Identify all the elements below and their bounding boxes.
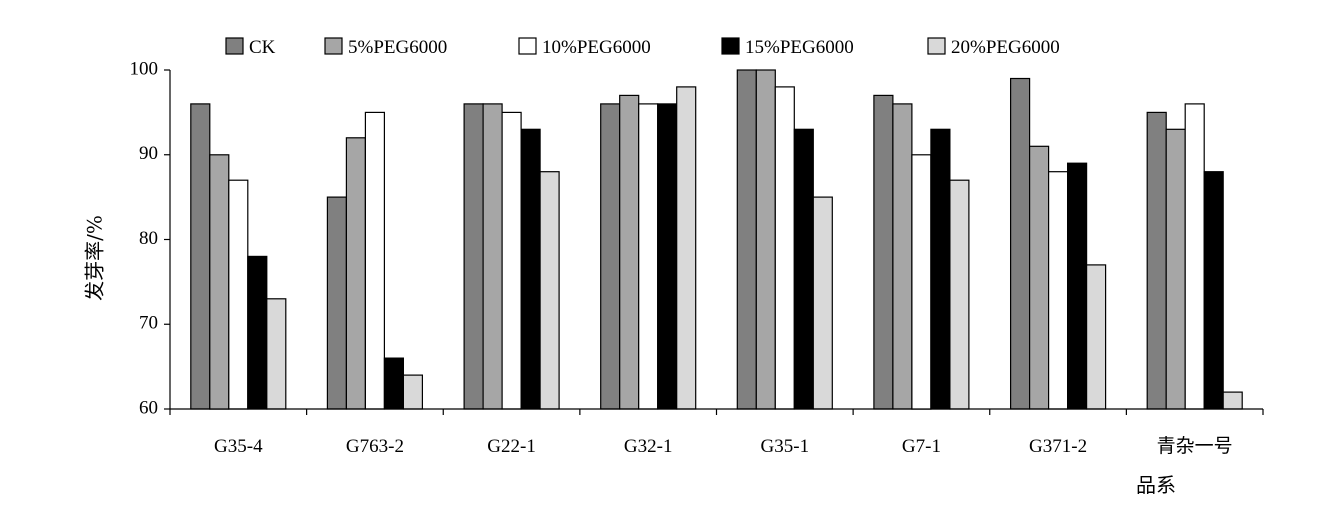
bar-1-4 — [600, 103, 621, 410]
y-tick-label-70: 70 — [139, 313, 158, 334]
x-tick-label: 青杂一号 — [1157, 435, 1233, 457]
x-tick-label: G763-2 — [346, 436, 404, 457]
legend-swatch-1 — [225, 37, 244, 55]
y-ticks: 60 70 80 90 100 — [130, 58, 170, 418]
bar-3-8 — [1184, 103, 1205, 410]
bar-2-2 — [345, 137, 366, 410]
legend-swatch-3 — [518, 37, 537, 55]
bar-1-1 — [190, 103, 211, 410]
legend-label-3: 10%PEG6000 — [542, 37, 651, 58]
bar-2-5 — [755, 69, 776, 410]
bar-3-4 — [638, 103, 659, 410]
y-tick-label-60: 60 — [139, 397, 158, 418]
bar-2-8 — [1165, 128, 1186, 410]
bar-1-7 — [1009, 77, 1031, 410]
y-tick-label-100: 100 — [130, 58, 159, 79]
bar-5-5 — [812, 196, 833, 410]
bar-1-8 — [1146, 111, 1167, 410]
bar-5-1 — [266, 298, 287, 410]
bar-5-8 — [1222, 391, 1243, 410]
bar-4-3 — [520, 128, 541, 410]
bar-5-4 — [676, 86, 697, 410]
bar-4-2 — [383, 357, 404, 410]
x-tick-label: G35-1 — [761, 436, 810, 457]
bars — [190, 69, 1243, 410]
bar-2-3 — [482, 103, 503, 410]
bar-1-5 — [736, 69, 757, 410]
bar-3-6 — [911, 154, 932, 410]
bar-2-1 — [209, 154, 230, 410]
y-tick-label-90: 90 — [139, 143, 158, 164]
legend-swatch-4 — [721, 37, 740, 55]
bar-4-6 — [930, 128, 951, 410]
bar-1-6 — [873, 94, 894, 410]
bar-3-5 — [774, 86, 795, 410]
x-tick-label: G7-1 — [902, 436, 941, 457]
x-tick-label: G371-2 — [1029, 436, 1087, 457]
bar-5-7 — [1085, 264, 1107, 410]
bar-2-7 — [1028, 145, 1050, 410]
bar-4-8 — [1203, 171, 1224, 410]
bar-2-4 — [619, 94, 640, 410]
bar-3-2 — [364, 111, 385, 410]
x-tick-label: G35-4 — [214, 436, 263, 457]
y-tick-label-80: 80 — [139, 228, 158, 249]
bar-3-1 — [228, 179, 249, 410]
legend-swatch-5 — [927, 37, 946, 55]
legend-label-5: 20%PEG6000 — [951, 37, 1060, 58]
bar-5-2 — [402, 374, 423, 410]
bar-4-5 — [793, 128, 814, 410]
legend-swatch-2 — [324, 37, 343, 55]
legend: CK 5%PEG6000 10%PEG6000 15%PEG6000 20%PEG600… — [225, 37, 1060, 58]
x-axis-title: 品系 — [1136, 473, 1176, 497]
x-ticks: G35-4 G763-2 G22-1 G32-1 G35-1 G7-1 G371-2 青杂一号 — [169, 409, 1264, 457]
legend-label-2: 5%PEG6000 — [348, 37, 447, 58]
bar-4-1 — [247, 255, 268, 410]
bar-1-2 — [326, 196, 347, 410]
legend-label-4: 15%PEG6000 — [745, 37, 854, 58]
legend-label-1: CK — [249, 37, 276, 58]
y-axis-title: 发芽率/% — [83, 215, 107, 301]
bar-2-6 — [892, 103, 913, 410]
bar-5-3 — [539, 171, 560, 410]
x-tick-label: G32-1 — [624, 436, 673, 457]
bar-3-7 — [1047, 171, 1069, 410]
bar-3-3 — [501, 111, 522, 410]
bar-4-7 — [1066, 162, 1088, 410]
x-tick-label: G22-1 — [487, 436, 536, 457]
bar-1-3 — [463, 103, 484, 410]
bar-4-4 — [657, 103, 678, 410]
bar-5-6 — [949, 179, 970, 410]
